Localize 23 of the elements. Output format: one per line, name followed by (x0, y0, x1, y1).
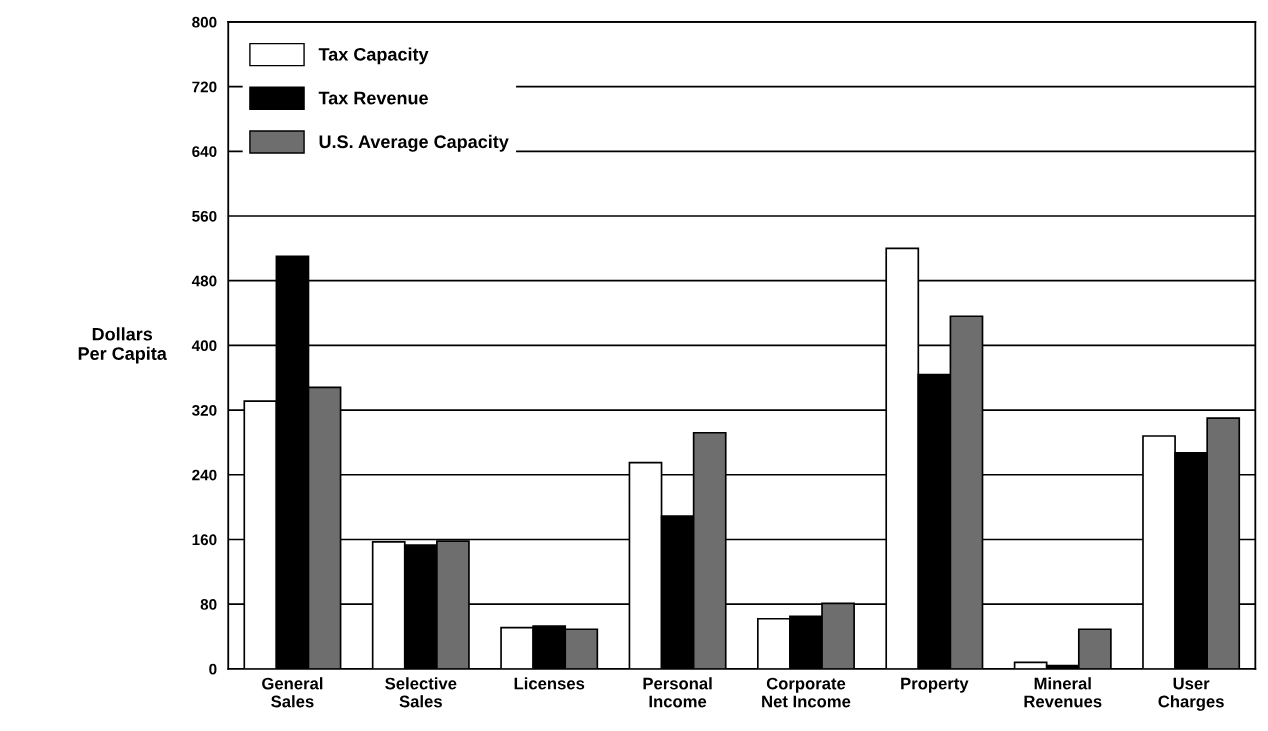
y-tick-label: 160 (192, 534, 217, 546)
x-tick-label: Property (901, 677, 969, 693)
y-tick-label: 240 (192, 469, 217, 481)
legend-label: Tax Revenue (318, 91, 428, 105)
x-tick-label: Licenses (514, 677, 585, 690)
legend-label: Tax Capacity (318, 47, 429, 65)
x-tick-label: Corporate Net Income (762, 677, 851, 708)
x-tick-label: Mineral Revenues (1024, 677, 1102, 708)
y-tick-label: 480 (191, 275, 217, 287)
legend-label: U.S. Average Capacity (319, 134, 509, 152)
x-tick-label: Selective Sales (385, 677, 457, 708)
y-tick-label: 400 (191, 340, 217, 352)
y-tick-label: 0 (209, 663, 217, 675)
y-tick-label: 640 (192, 146, 217, 157)
y-tick-label: 560 (192, 210, 217, 222)
x-tick-label: General Sales (262, 677, 323, 708)
y-tick-label: 800 (192, 16, 217, 28)
x-tick-label: User Charges (1158, 677, 1224, 711)
y-tick-label: 720 (192, 81, 217, 93)
y-tick-label: 80 (200, 599, 217, 610)
y-axis-title: Dollars Per Capita (78, 327, 167, 364)
y-tick-label: 320 (191, 404, 217, 416)
x-tick-label: Personal Income (643, 677, 712, 708)
